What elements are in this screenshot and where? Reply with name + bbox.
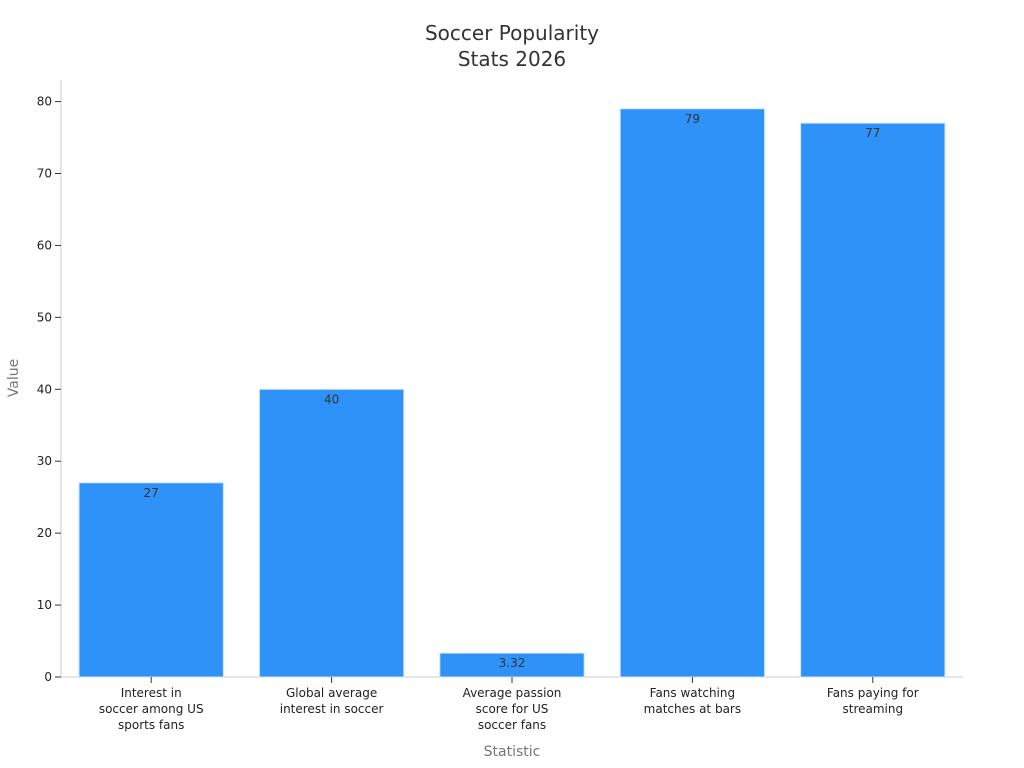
- bar-value-label: 27: [144, 486, 159, 500]
- y-tick-label: 70: [37, 167, 52, 181]
- bar-value-label: 40: [324, 392, 339, 406]
- y-tick-label: 80: [37, 95, 52, 109]
- bar-value-label: 3.32: [499, 656, 526, 670]
- plot-area: 0 10 20 30 40 50 60 70 80 27 Interest in soccer amo…: [37, 80, 963, 732]
- bar-value-label: 79: [685, 112, 700, 126]
- bar: [619, 108, 766, 678]
- bar: [800, 122, 946, 678]
- y-tick-label: 60: [37, 238, 52, 252]
- bar: [78, 482, 224, 678]
- y-tick-label: 20: [37, 526, 52, 540]
- y-tick-label: 50: [37, 310, 52, 324]
- x-tick-label: Average passion score for US soccer fans: [463, 686, 562, 732]
- chart-title-line-1: Soccer Popularity: [425, 21, 599, 45]
- bar: [258, 388, 405, 678]
- x-tick-label: Interest in soccer among US sports fans: [99, 686, 204, 732]
- x-tick-label: Global average interest in soccer: [280, 686, 384, 716]
- y-tick-label: 0: [44, 670, 52, 684]
- x-tick-label: Fans paying for streaming: [827, 686, 919, 716]
- y-axis-label: Value: [6, 359, 22, 397]
- x-tick-label: Fans watching matches at bars: [644, 686, 741, 716]
- chart-title-line-2: Stats 2026: [458, 47, 566, 71]
- y-tick-label: 10: [37, 598, 52, 612]
- bar-value-label: 77: [865, 126, 880, 140]
- y-tick-label: 30: [37, 454, 52, 468]
- y-tick-label: 40: [37, 382, 52, 396]
- x-axis-label: Statistic: [484, 744, 541, 760]
